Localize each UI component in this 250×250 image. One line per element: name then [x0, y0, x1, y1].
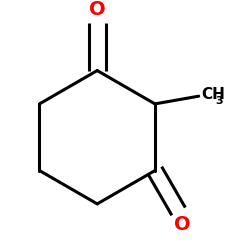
Text: 3: 3 — [215, 96, 222, 106]
Text: O: O — [89, 0, 106, 19]
Text: O: O — [174, 215, 190, 234]
Text: CH: CH — [201, 87, 225, 102]
